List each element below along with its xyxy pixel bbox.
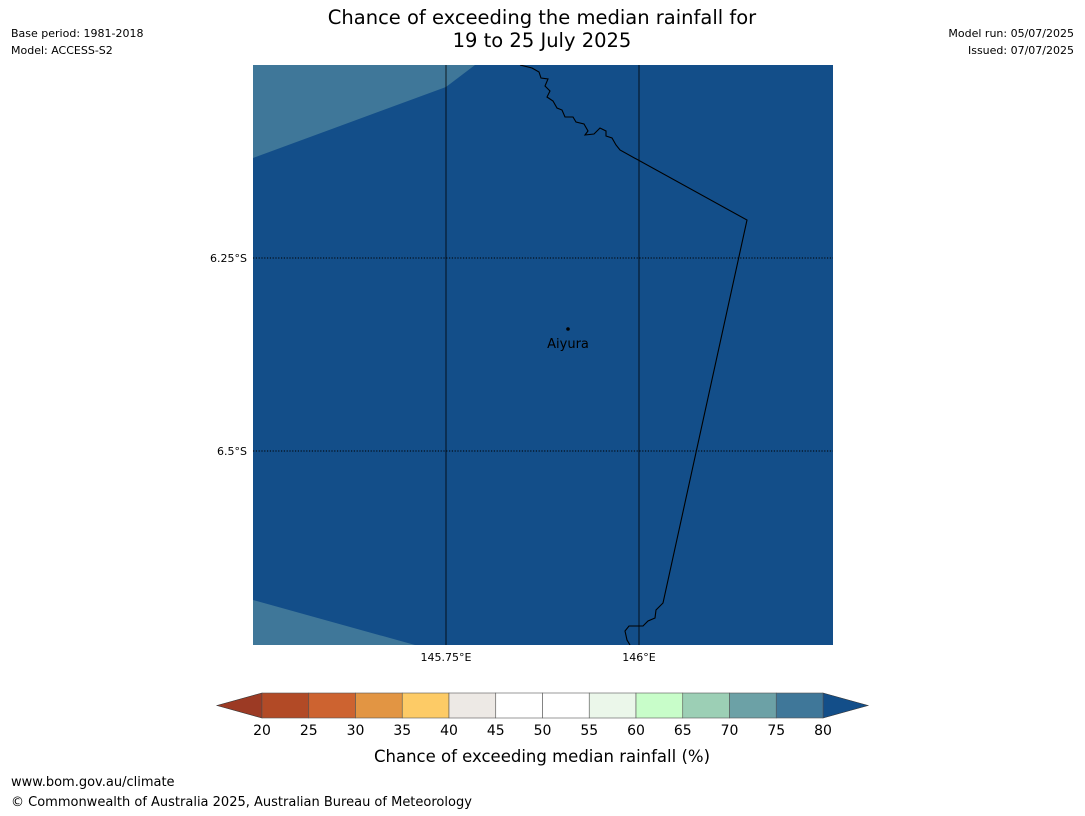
model-name: Model: ACCESS-S2 <box>11 44 113 57</box>
base-period: Base period: 1981-2018 <box>11 27 144 40</box>
colorbar-segment <box>542 692 590 719</box>
colorbar-tick-label: 70 <box>721 723 739 739</box>
probability-band-top-left <box>253 65 475 158</box>
colorbar-segment <box>588 692 637 719</box>
colorbar-high-extend <box>822 692 870 719</box>
map-panel: Aiyura <box>253 65 833 645</box>
colorbar-segment <box>308 692 356 719</box>
colorbar-tick-label: 20 <box>253 723 271 739</box>
colorbar-tick-label: 65 <box>674 723 692 739</box>
colorbar-tick-label: 25 <box>300 723 318 739</box>
map-title: Chance of exceeding the median rainfall … <box>242 6 842 52</box>
colorbar-segment <box>682 692 730 719</box>
colorbar-label: Chance of exceeding median rainfall (%) <box>374 747 710 766</box>
title-line-1: Chance of exceeding the median rainfall … <box>327 6 757 29</box>
footer-url: www.bom.gov.au/climate <box>11 775 175 790</box>
probability-band-bottom-left <box>253 600 415 645</box>
meta-right: Model run: 05/07/2025 Issued: 07/07/2025 <box>948 25 1074 59</box>
colorbar-tick-label: 40 <box>440 723 458 739</box>
colorbar-segment <box>355 692 403 719</box>
colorbar-segment <box>448 692 497 719</box>
colorbar-tick-label: 60 <box>627 723 645 739</box>
issued-date: Issued: 07/07/2025 <box>967 44 1074 57</box>
colorbar-segment <box>635 692 684 719</box>
title-line-2: 19 to 25 July 2025 <box>452 29 632 52</box>
colorbar-tick-label: 35 <box>393 723 411 739</box>
colorbar-ticks: 20 25 30 35 40 45 50 55 60 65 70 75 80 <box>253 723 832 739</box>
model-run: Model run: 05/07/2025 <box>948 27 1074 40</box>
colorbar-segment <box>495 692 543 719</box>
province-border <box>519 65 748 645</box>
colorbar-tick-label: 80 <box>814 723 832 739</box>
lat-label-6-25: 6.25°S <box>210 252 247 265</box>
lon-label-145-75: 145.75°E <box>421 651 472 664</box>
colorbar-tick-label: 45 <box>487 723 505 739</box>
colorbar-tick-label: 30 <box>347 723 365 739</box>
colorbar-segment <box>729 692 777 719</box>
lon-label-146: 146°E <box>622 651 655 664</box>
town-label: Aiyura <box>547 337 589 352</box>
colorbar-segment <box>775 692 824 719</box>
town-dot <box>566 327 570 331</box>
lat-label-6-5: 6.5°S <box>217 445 247 458</box>
colorbar-low-extend <box>215 692 263 719</box>
colorbar: 20 25 30 35 40 45 50 55 60 65 70 75 80 <box>215 692 870 739</box>
colorbar-tick-label: 55 <box>580 723 598 739</box>
footer-copyright: © Commonwealth of Australia 2025, Austra… <box>11 795 472 810</box>
probability-base-fill <box>253 65 833 645</box>
meta-left: Base period: 1981-2018 Model: ACCESS-S2 <box>11 25 143 59</box>
colorbar-tick-label: 50 <box>534 723 552 739</box>
colorbar-tick-label: 75 <box>767 723 785 739</box>
colorbar-segment <box>261 692 310 719</box>
colorbar-segment <box>401 692 450 719</box>
colorbar-segments <box>261 692 824 719</box>
